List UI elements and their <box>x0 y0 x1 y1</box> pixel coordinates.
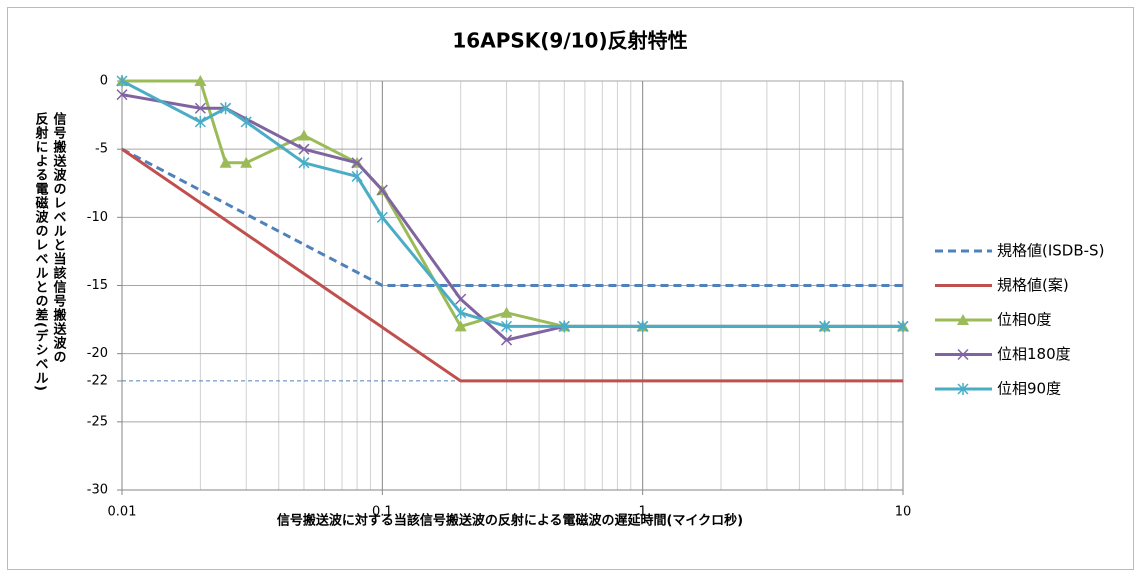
chart-title: 16APSK(9/10)反射特性 <box>452 29 687 53</box>
data-point <box>298 156 310 169</box>
data-point <box>297 129 310 141</box>
y-tick-label: -25 <box>87 414 108 429</box>
data-point <box>454 320 467 332</box>
data-point <box>194 102 206 114</box>
data-point <box>637 320 649 333</box>
x-tick-label: 0.1 <box>372 505 393 520</box>
data-point <box>501 334 513 346</box>
legend-label: 位相180度 <box>997 345 1071 363</box>
legend-marker <box>957 348 969 361</box>
legend-marker <box>957 383 969 395</box>
data-point <box>351 157 363 169</box>
data-point <box>298 143 310 155</box>
x-tick-label: 10 <box>895 505 912 520</box>
legend-label: 位相0度 <box>997 311 1052 329</box>
y-tick-label: 0 <box>100 74 108 89</box>
data-point <box>500 306 513 318</box>
legend-label: 規格値(ISDB-S) <box>997 242 1104 260</box>
data-point <box>455 293 467 305</box>
y-axis-label: 信号搬送波のレベルと当該信号搬送波の <box>51 111 68 364</box>
y-tick-label: -15 <box>87 278 108 293</box>
series-line <box>121 147 903 287</box>
y-tick-label: -20 <box>87 346 108 361</box>
legend-label: 規格値(案) <box>997 276 1069 294</box>
data-point <box>194 75 207 86</box>
y-tick-label: -30 <box>87 483 108 498</box>
data-point <box>558 320 570 333</box>
data-point <box>351 170 363 183</box>
data-point <box>501 320 513 333</box>
y-tick-label: -10 <box>87 210 108 225</box>
data-point <box>240 156 253 168</box>
data-point <box>219 156 232 168</box>
x-tick-label: 1 <box>639 505 647 520</box>
data-point <box>194 115 206 128</box>
series-line <box>121 147 903 383</box>
data-point <box>819 320 831 333</box>
data-point <box>220 102 232 115</box>
y-axis-label: 反射による電磁波のレベルとの差(デシベル) <box>33 111 50 391</box>
data-point <box>897 320 909 333</box>
data-point <box>376 211 388 224</box>
data-point <box>376 184 388 196</box>
x-tick-label: 0.01 <box>108 505 137 520</box>
legend-marker <box>957 314 969 325</box>
x-axis-label: 信号搬送波に対する当該信号搬送波の反射による電磁波の遅延時間(マイクロ秒) <box>277 513 743 529</box>
legend-label: 位相90度 <box>997 380 1061 398</box>
data-point <box>116 89 128 101</box>
y-tick-label: -5 <box>95 142 108 157</box>
y-tick-label: -22 <box>87 373 108 388</box>
data-point <box>116 75 128 87</box>
data-point <box>240 115 252 128</box>
data-point <box>455 306 467 319</box>
chart-frame <box>7 7 1134 570</box>
